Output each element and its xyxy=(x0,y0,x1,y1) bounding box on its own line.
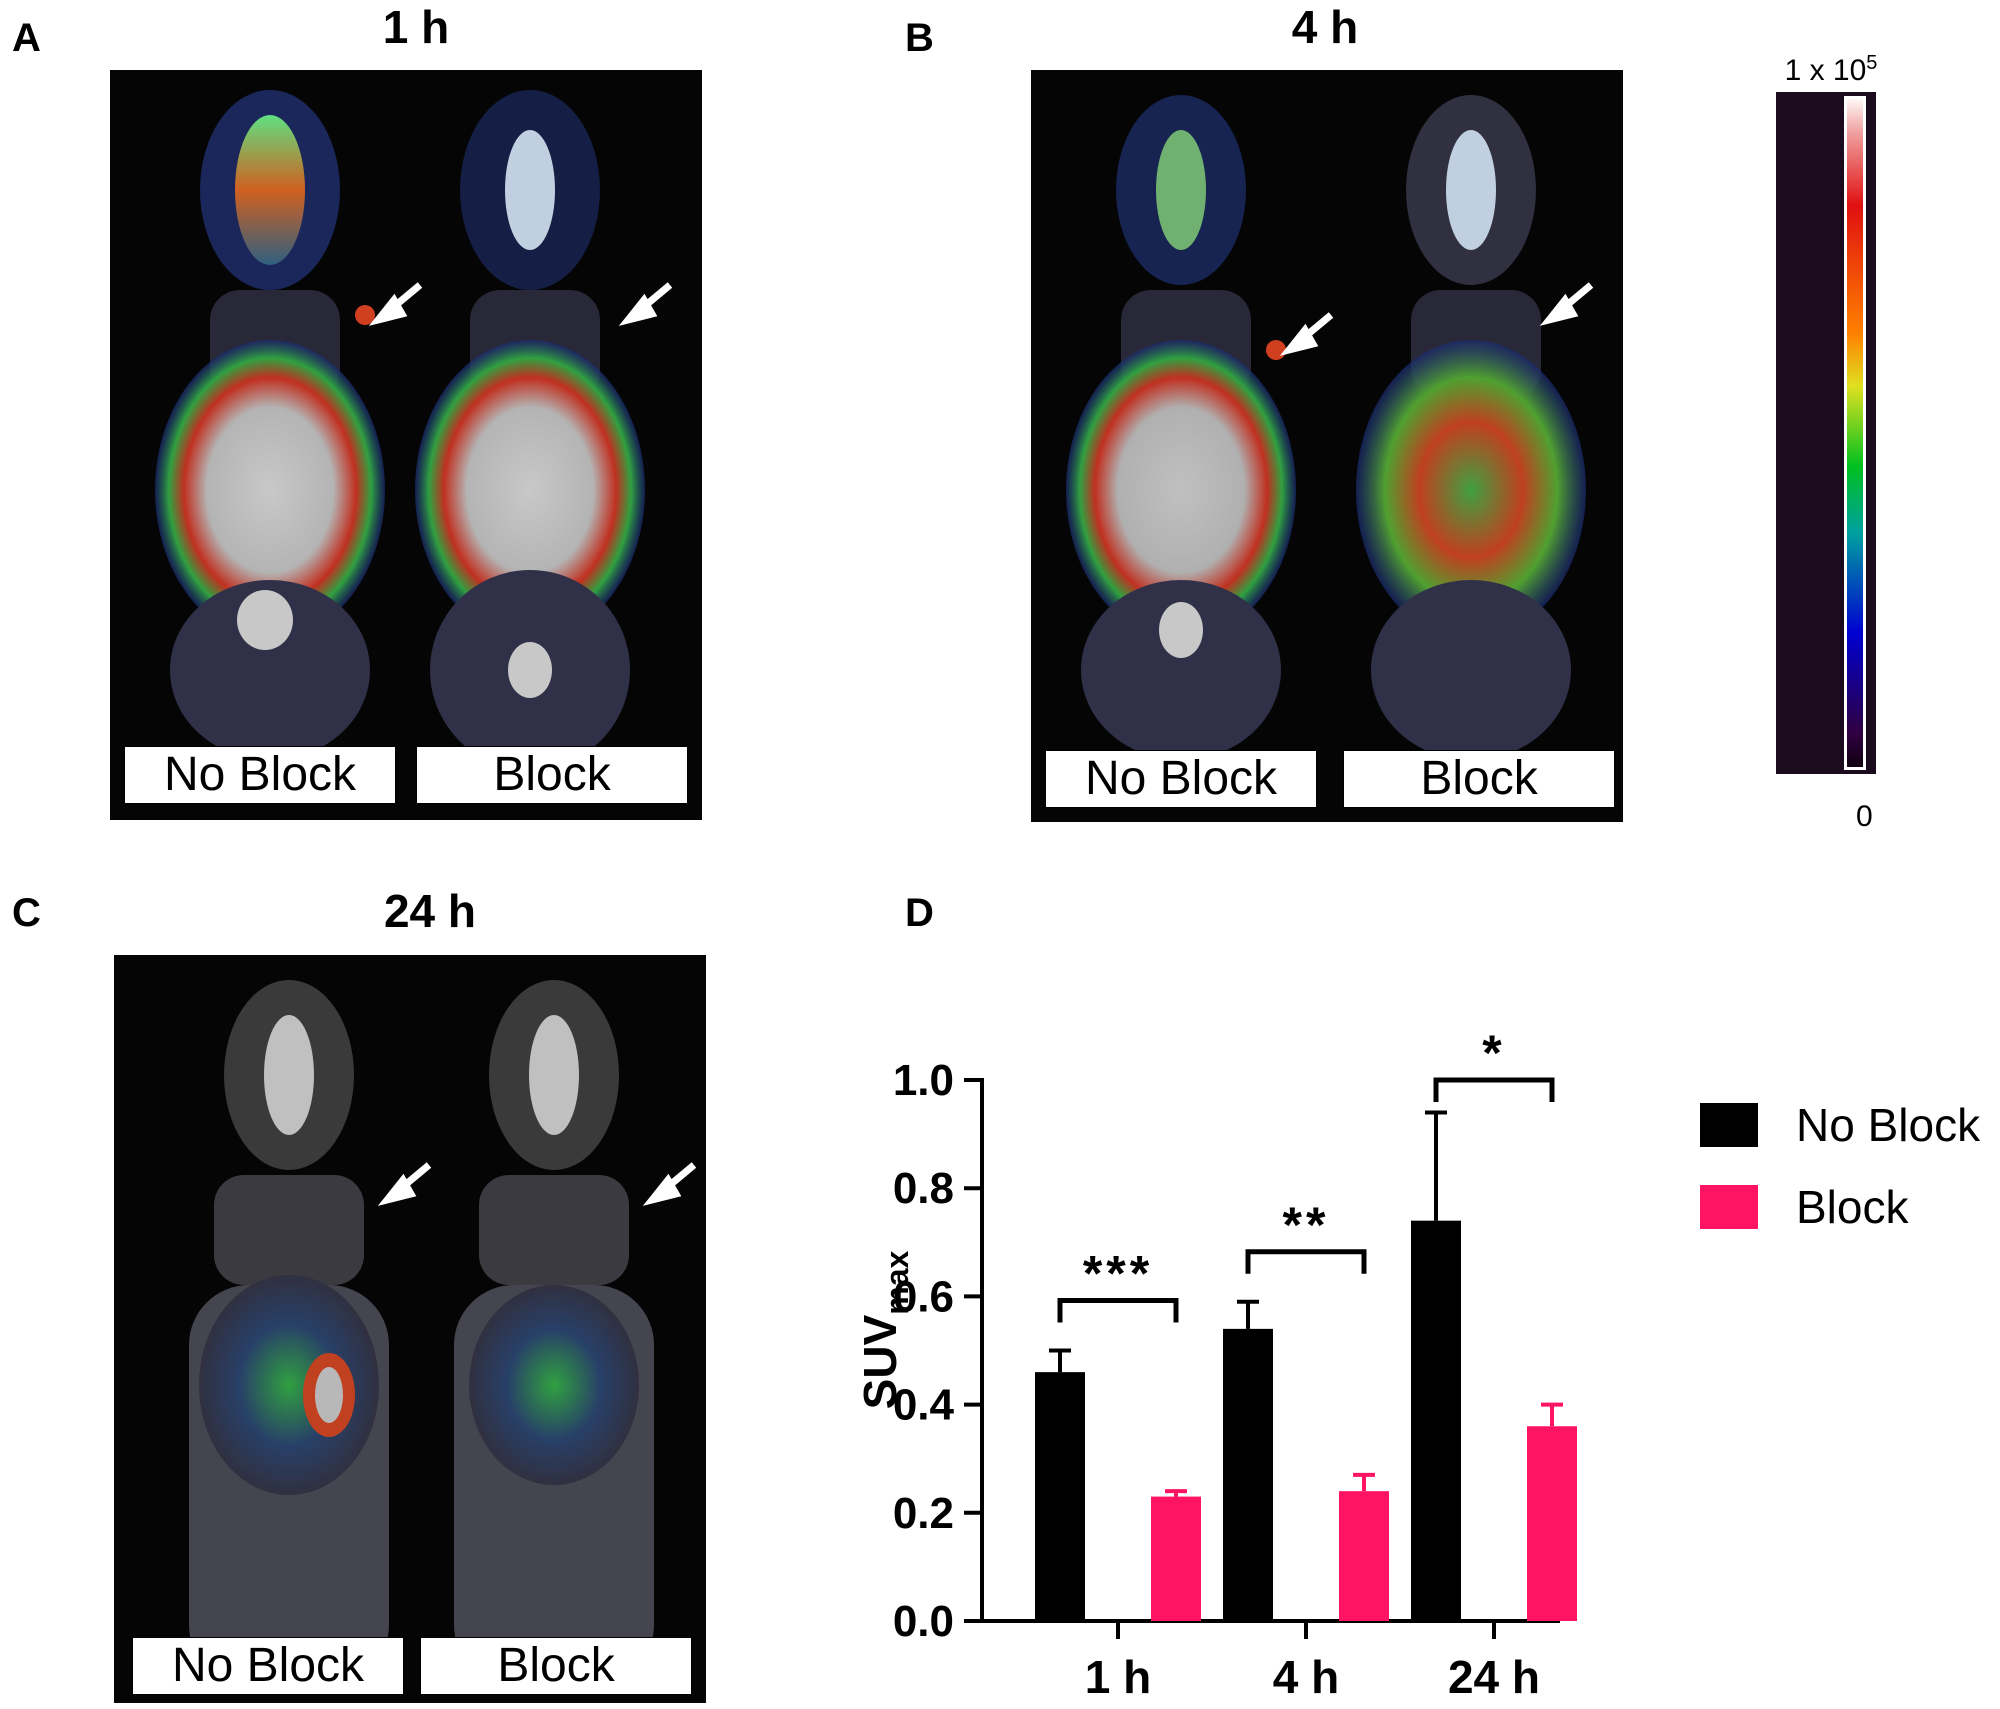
panel-a-label: A xyxy=(12,16,41,60)
legend-swatch-block xyxy=(1700,1185,1758,1229)
legend-item-no-block: No Block xyxy=(1700,1098,1980,1152)
colorbar-max-label: 1 x 105 xyxy=(1776,52,1886,88)
legend-swatch-no-block xyxy=(1700,1103,1758,1147)
colorbar-frame xyxy=(1776,92,1876,774)
colorbar-min-label: 0 xyxy=(1856,800,1873,833)
panel-b-title: 4 h xyxy=(1291,1,1359,53)
x-tick-label: 1 h xyxy=(1085,1651,1151,1703)
colorbar: 1 x 105 0 xyxy=(1776,52,1886,833)
bar-block xyxy=(1527,1426,1577,1621)
caption-block-24h: Block xyxy=(420,1637,692,1695)
y-axis-label: SUVmax xyxy=(854,1250,915,1409)
legend-label-block: Block xyxy=(1796,1181,1909,1233)
y-tick-label: 0.2 xyxy=(893,1489,954,1538)
x-tick-label: 4 h xyxy=(1273,1651,1339,1703)
panel-c-label: C xyxy=(12,891,41,935)
pet-image-1h: No Block Block xyxy=(110,70,702,820)
chart-bars xyxy=(1035,1110,1577,1621)
panel-d-label: D xyxy=(905,891,934,935)
caption-no-block-24h: No Block xyxy=(132,1637,404,1695)
y-axis-label-sub: max xyxy=(879,1250,915,1314)
pet-image-24h: No Block Block xyxy=(114,955,706,1703)
bar-no-block xyxy=(1223,1328,1273,1621)
caption-no-block-1h: No Block xyxy=(124,746,396,804)
significance-bracket xyxy=(1433,1077,1555,1102)
colorbar-max-base: 1 x 10 xyxy=(1784,54,1867,87)
caption-block-4h: Block xyxy=(1343,750,1615,808)
y-tick-label: 0.8 xyxy=(893,1164,954,1213)
significance-bracket xyxy=(1245,1249,1367,1274)
y-tick-label: 0.4 xyxy=(893,1381,955,1430)
bar-no-block xyxy=(1411,1220,1461,1621)
significance-bracket xyxy=(1057,1298,1179,1323)
pet-scan-drawing-4h xyxy=(1066,95,1594,760)
colorbar-gradient xyxy=(1844,96,1866,770)
pet-scan-drawing-24h xyxy=(189,980,697,1685)
panel-b-label: B xyxy=(905,16,934,60)
panel-c-title: 24 h xyxy=(383,885,477,937)
y-tick-label: 1.0 xyxy=(893,1056,954,1105)
chart-significance: ****** xyxy=(1057,1025,1555,1323)
y-tick-label: 0.0 xyxy=(893,1597,954,1646)
significance-stars: ** xyxy=(1283,1197,1330,1253)
significance-stars: *** xyxy=(1083,1246,1153,1302)
caption-no-block-4h: No Block xyxy=(1045,750,1317,808)
panel-a-title: 1 h xyxy=(382,1,450,53)
x-tick-label: 24 h xyxy=(1448,1651,1540,1703)
pet-image-4h: No Block Block xyxy=(1031,70,1623,822)
y-axis-label-main: SUV xyxy=(854,1314,906,1409)
bar-block xyxy=(1151,1496,1201,1621)
pet-scan-drawing-1h xyxy=(155,90,673,770)
significance-stars: * xyxy=(1482,1025,1505,1081)
bar-no-block xyxy=(1035,1372,1085,1621)
caption-block-1h: Block xyxy=(416,746,688,804)
legend-label-no-block: No Block xyxy=(1796,1099,1981,1151)
y-tick-label: 0.6 xyxy=(893,1272,954,1321)
colorbar-max-exponent: 5 xyxy=(1866,52,1878,74)
legend-item-block: Block xyxy=(1700,1180,1908,1234)
bar-block xyxy=(1339,1491,1389,1621)
